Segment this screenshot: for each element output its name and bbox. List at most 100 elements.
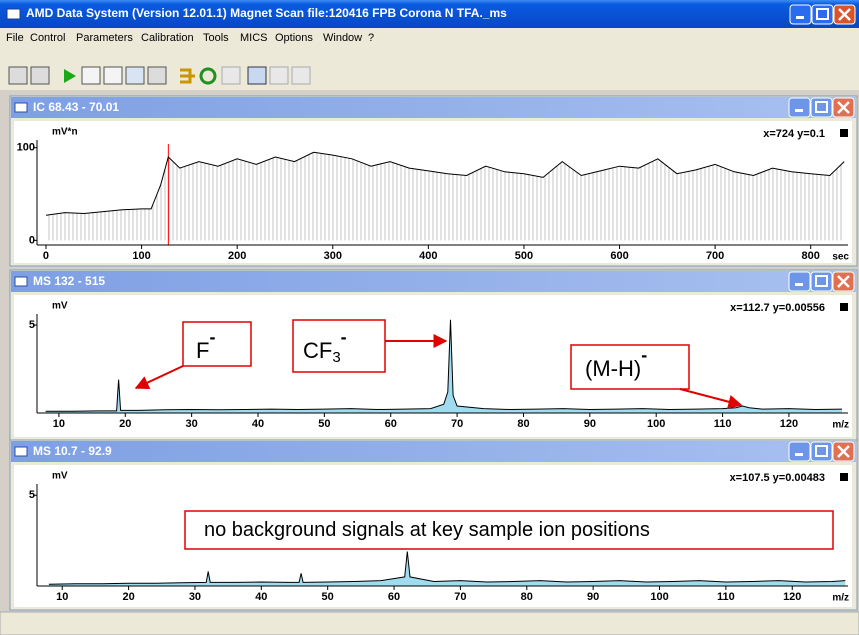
minimize-glyph (795, 283, 803, 286)
readout-marker (840, 303, 848, 311)
x-tick-label: 90 (584, 418, 596, 430)
cursor-readout: x=112.7 y=0.00556 (730, 302, 825, 314)
x-tick-label: 60 (385, 418, 397, 430)
x-tick-label: 500 (515, 250, 533, 262)
plot-background (14, 295, 852, 437)
x-tick-label: 100 (132, 250, 150, 262)
y-tick-label: 5 (29, 489, 35, 501)
maximize-button[interactable] (810, 271, 833, 292)
menu-item[interactable]: MICS (240, 32, 268, 44)
x-tick-label: 30 (186, 418, 198, 430)
annotation-box (182, 321, 252, 367)
minimize-button[interactable] (788, 97, 811, 118)
title-bar (0, 0, 859, 28)
status-bar (0, 611, 859, 635)
tool-icon[interactable] (147, 66, 167, 85)
x-tick-label: 110 (714, 418, 732, 430)
window-title: AMD Data System (Version 12.01.1) Magnet… (26, 6, 507, 20)
menu-item[interactable]: Window (323, 32, 362, 44)
annotation-main: (M-H) (585, 356, 641, 381)
x-tick-label: 10 (53, 418, 65, 430)
maximize-glyph (815, 445, 828, 457)
x-tick-label: 80 (517, 418, 529, 430)
menu-item[interactable]: ? (368, 32, 374, 44)
menu-item[interactable]: Options (275, 32, 313, 44)
y-unit: mV*n (52, 127, 78, 138)
readout-marker (840, 129, 848, 137)
menu-item[interactable]: Calibration (141, 32, 194, 44)
maximize-button[interactable] (810, 97, 833, 118)
tool-icon[interactable] (269, 66, 289, 85)
minimize-button[interactable] (788, 271, 811, 292)
annotation-text: (M-H)- (585, 345, 647, 381)
x-tick-label: 110 (717, 591, 735, 603)
panel-title-bar (11, 97, 856, 118)
panel-title: MS 10.7 - 92.9 (33, 444, 112, 458)
annotation-arrow (134, 365, 184, 389)
annotation-text: CF3- (303, 327, 347, 366)
annotation-text: F- (196, 327, 215, 363)
tool-icon[interactable] (291, 66, 311, 85)
menu-bar (0, 28, 859, 46)
annotation-main: F (196, 338, 209, 363)
annotation-main: CF (303, 338, 332, 363)
window-buttons (789, 4, 856, 25)
tool-icon[interactable] (64, 69, 76, 83)
tool-icon[interactable] (30, 66, 50, 85)
panel-title-bar (11, 441, 856, 462)
close-glyph (838, 8, 851, 21)
y-tick-label: 0 (29, 234, 35, 246)
x-tick-label: 80 (521, 591, 533, 603)
panel-title: MS 132 - 515 (33, 274, 105, 288)
maximize-button[interactable] (810, 441, 833, 462)
annotation-superscript: - (209, 327, 215, 347)
tool-icon[interactable] (247, 66, 267, 85)
close-glyph (837, 101, 850, 114)
x-tick-label: 700 (706, 250, 724, 262)
x-tick-label: 600 (610, 250, 628, 262)
tool-icon[interactable] (180, 68, 195, 84)
x-tick-label: 30 (189, 591, 201, 603)
x-tick-label: 400 (419, 250, 437, 262)
tool-icon[interactable] (103, 66, 123, 85)
tool-icon[interactable] (125, 66, 145, 85)
tool-icon[interactable] (199, 67, 217, 85)
minimize-button[interactable] (788, 441, 811, 462)
x-tick-label: 100 (650, 591, 668, 603)
tool-icon[interactable] (81, 66, 101, 85)
maximize-glyph (815, 275, 828, 287)
menu-item[interactable]: Parameters (76, 32, 133, 44)
x-unit: m/z (832, 593, 849, 604)
x-unit: m/z (832, 420, 849, 431)
y-tick-label: 5 (29, 319, 35, 331)
trace-line (45, 151, 845, 216)
x-tick-label: 20 (119, 418, 131, 430)
trace-fill (48, 551, 846, 586)
panel-icon (14, 276, 28, 287)
menu-item[interactable]: File (6, 32, 24, 44)
x-tick-label: 200 (228, 250, 246, 262)
x-tick-label: 100 (647, 418, 665, 430)
menu-item[interactable]: Control (30, 32, 65, 44)
x-tick-label: 70 (451, 418, 463, 430)
tool-icon[interactable] (221, 66, 241, 85)
y-unit: mV (52, 301, 68, 312)
app-icon (6, 8, 21, 20)
y-unit: mV (52, 471, 68, 482)
panel-icon (14, 446, 28, 457)
minimize-button[interactable] (789, 4, 812, 25)
tool-icon[interactable] (8, 66, 28, 85)
annotation-arrow (679, 388, 743, 409)
minimize-glyph (795, 453, 803, 456)
annotation-box (184, 510, 834, 550)
y-tick-label: 100 (17, 142, 35, 154)
x-tick-label: 300 (324, 250, 342, 262)
maximize-glyph (816, 8, 829, 20)
maximize-button[interactable] (811, 4, 834, 25)
x-tick-label: 50 (322, 591, 334, 603)
x-tick-label: 120 (783, 591, 801, 603)
menu-item[interactable]: Tools (203, 32, 229, 44)
minimize-glyph (796, 16, 804, 19)
annotation-box (292, 319, 386, 373)
